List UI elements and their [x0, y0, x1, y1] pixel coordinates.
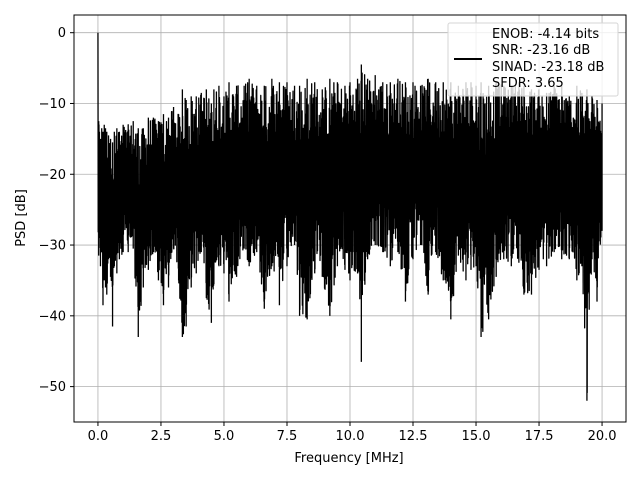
- legend-entry-enob: ENOB: -4.14 bits: [492, 27, 599, 42]
- y-tick-label: 0: [58, 26, 66, 41]
- x-tick-label: 0.0: [88, 429, 109, 444]
- x-tick-label: 20.0: [588, 429, 617, 444]
- x-tick-label: 15.0: [462, 429, 491, 444]
- y-tick-label: −20: [39, 168, 66, 183]
- psd-series-line: [97, 32, 603, 401]
- y-axis-ticks: 0 −10 −20 −30 −40 −50: [39, 26, 74, 395]
- x-tick-label: 5.0: [214, 429, 235, 444]
- y-tick-label: −40: [39, 309, 66, 324]
- x-axis-label: Frequency [MHz]: [294, 451, 403, 466]
- y-tick-label: −10: [39, 97, 66, 112]
- x-tick-label: 12.5: [399, 429, 428, 444]
- y-tick-label: −30: [39, 239, 66, 254]
- x-tick-label: 7.5: [277, 429, 298, 444]
- y-tick-label: −50: [39, 380, 66, 395]
- legend: ENOB: -4.14 bits SNR: -23.16 dB SINAD: -…: [447, 22, 619, 97]
- x-tick-label: 2.5: [151, 429, 172, 444]
- x-axis-ticks: 0.0 2.5 5.0 7.5 10.0 12.5 15.0 17.5 20.0: [88, 422, 617, 444]
- legend-box: [447, 22, 619, 97]
- y-axis-label: PSD [dB]: [14, 189, 29, 247]
- legend-entry-snr: SNR: -23.16 dB: [492, 43, 590, 58]
- x-tick-label: 10.0: [336, 429, 365, 444]
- legend-entry-sinad: SINAD: -23.18 dB: [492, 60, 604, 75]
- psd-series-group: [97, 32, 603, 401]
- legend-entry-sfdr: SFDR: 3.65: [492, 76, 564, 91]
- x-tick-label: 17.5: [525, 429, 554, 444]
